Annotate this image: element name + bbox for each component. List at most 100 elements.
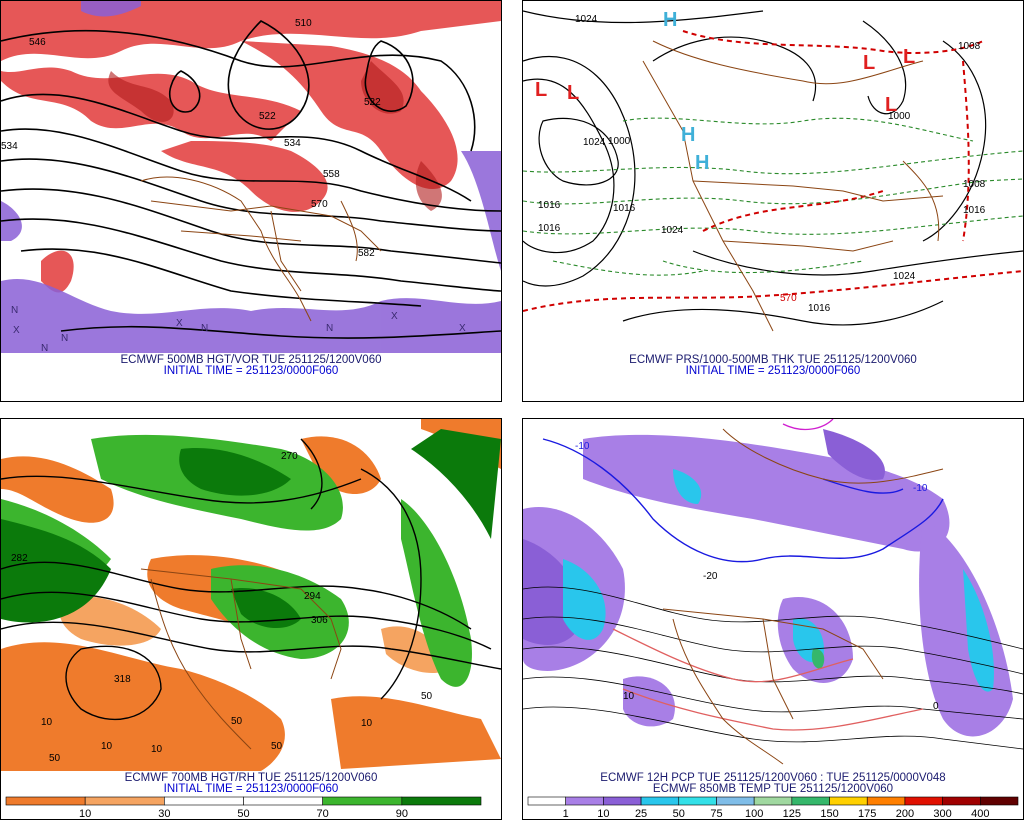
vort-marker: N [61, 333, 68, 344]
isobar-label: 1000 [608, 136, 631, 147]
colorbar-swatch [565, 796, 604, 806]
svg-text:50: 50 [421, 691, 433, 702]
high-marker: H [695, 152, 709, 174]
colorbar-swatch [322, 796, 403, 806]
low-marker: L [885, 94, 897, 116]
colorbar-tick-label: 10 [597, 808, 609, 819]
colorbar-swatch [866, 796, 906, 806]
colorbar-swatch [904, 796, 943, 806]
colorbar-swatch [829, 796, 868, 806]
colorbar-tick-label: 1 [563, 808, 569, 819]
low-marker: L [535, 79, 547, 101]
hgt-label: 534 [284, 138, 301, 149]
temp-label: 10 [623, 691, 635, 702]
colorbar-swatch [753, 796, 793, 806]
colorbar-tick-label: 10 [79, 808, 91, 819]
temp-label: -10 [575, 441, 590, 452]
panel-precip-850temp: -10 -10 -20 0 10 ECMWF 12H PCP TUE 25112… [522, 418, 1024, 820]
vort-marker: N [326, 323, 333, 334]
hgt-label: 558 [323, 169, 340, 180]
hgt-label: 522 [259, 111, 276, 122]
colorbar-tick-label: 200 [896, 808, 914, 819]
colorbar-tick-label: 75 [710, 808, 722, 819]
high-marker: H [681, 124, 695, 146]
hgt-label: 570 [311, 199, 328, 210]
temp-label: -20 [703, 571, 718, 582]
colorbar-swatch [5, 796, 86, 806]
isobar-label: 1024 [583, 137, 606, 148]
colorbar-rh: 10 30 50 70 90 [5, 796, 482, 819]
colorbar-tick-label: 70 [317, 808, 329, 819]
hgt-label: 522 [364, 97, 381, 108]
isobar-label: 1024 [575, 14, 598, 25]
isobar-label: 1016 [613, 203, 636, 214]
vort-marker: N [11, 305, 18, 316]
colorbar-swatch [791, 796, 830, 806]
panel-caption-title: ECMWF 12H PCP TUE 251125/1200V060 : TUE … [600, 772, 946, 784]
vort-marker: X [459, 323, 466, 334]
panel-caption-init: INITIAL TIME = 251123/0000F060 [163, 365, 339, 377]
high-marker: H [663, 9, 677, 31]
panel-caption-init: ECMWF 850MB TEMP TUE 251125/1200V060 [652, 783, 894, 795]
isobar-label: 1016 [808, 303, 831, 314]
isobar-label: 1008 [963, 179, 986, 190]
colorbar-precip: 1 10 25 50 75 100 125 150 175 200 300 400 [527, 796, 1019, 819]
hgt-label: 294 [304, 591, 321, 602]
colorbar-tick-label: 50 [673, 808, 685, 819]
colorbar-tick-label: 125 [783, 808, 801, 819]
isobar-label: 1000 [888, 111, 911, 122]
colorbar-tick-label: 90 [396, 808, 408, 819]
hgt-label: 582 [358, 248, 375, 259]
vort-marker: X [391, 311, 398, 322]
hgt-label: 534 [1, 141, 18, 152]
panel-pressure-thickness: 1024 1008 1000 1016 1016 1024 1024 1016 … [522, 0, 1024, 402]
panel-caption-init: INITIAL TIME = 251123/0000F060 [685, 365, 861, 377]
svg-text:10: 10 [41, 717, 53, 728]
hgt-label: 546 [29, 37, 46, 48]
isobar-label: 1016 [538, 223, 561, 234]
colorbar-swatch [84, 796, 165, 806]
vort-marker: X [176, 318, 183, 329]
hgt-label: 270 [281, 451, 298, 462]
isobar-label: 1008 [958, 41, 981, 52]
panel-caption-title: ECMWF 500MB HGT/VOR TUE 251125/1200V060 [120, 354, 382, 366]
panel-caption-title: ECMWF PRS/1000-500MB THK TUE 251125/1200… [629, 354, 917, 366]
low-marker: L [903, 46, 915, 68]
colorbar-tick-label: 150 [820, 808, 838, 819]
hgt-label: 318 [114, 674, 131, 685]
colorbar-tick-label: 300 [933, 808, 951, 819]
map-500mb-vorticity: 510 522 534 546 558 570 582 534 522 N N … [1, 1, 501, 353]
map-pressure-thickness: 1024 1008 1000 1016 1016 1024 1024 1016 … [523, 1, 1023, 353]
svg-text:10: 10 [101, 741, 113, 752]
low-marker: L [567, 82, 579, 104]
colorbar-swatch [527, 796, 566, 806]
hgt-label: 282 [11, 553, 28, 564]
map-700mb-relative-humidity: 318 294 306 282 270 10 10 10 50 50 10 50… [1, 419, 501, 771]
colorbar-swatch [980, 796, 1019, 806]
svg-text:50: 50 [271, 741, 283, 752]
svg-text:10: 10 [151, 744, 163, 755]
isobar-label: 1024 [661, 225, 684, 236]
vort-marker: N [201, 323, 208, 334]
svg-text:10: 10 [361, 718, 373, 729]
vort-marker: N [41, 343, 48, 353]
colorbar-tick-label: 175 [858, 808, 876, 819]
colorbar-tick-label: 50 [237, 808, 249, 819]
isobar-label: 1016 [538, 200, 561, 211]
colorbar-tick-label: 100 [745, 808, 763, 819]
colorbar-swatch [401, 796, 482, 806]
colorbar-swatch [164, 796, 244, 806]
svg-text:50: 50 [49, 753, 61, 764]
panel-caption-title: ECMWF 700MB HGT/RH TUE 251125/1200V060 [124, 772, 378, 784]
colorbar-swatch [640, 796, 680, 806]
isobar-label: 1024 [893, 271, 916, 282]
thickness-label: 570 [780, 293, 797, 304]
map-precip-850temp: -10 -10 -20 0 10 [523, 419, 1023, 771]
colorbar-tick-label: 25 [635, 808, 647, 819]
panel-500mb-hgt-vort: 510 522 534 546 558 570 582 534 522 N N … [0, 0, 502, 402]
panel-caption-init: INITIAL TIME = 251123/0000F060 [163, 783, 339, 795]
colorbar-swatch [716, 796, 755, 806]
panel-700mb-hgt-rh: 318 294 306 282 270 10 10 10 50 50 10 50… [0, 418, 502, 820]
hgt-label: 510 [295, 18, 312, 29]
colorbar-swatch [942, 796, 981, 806]
